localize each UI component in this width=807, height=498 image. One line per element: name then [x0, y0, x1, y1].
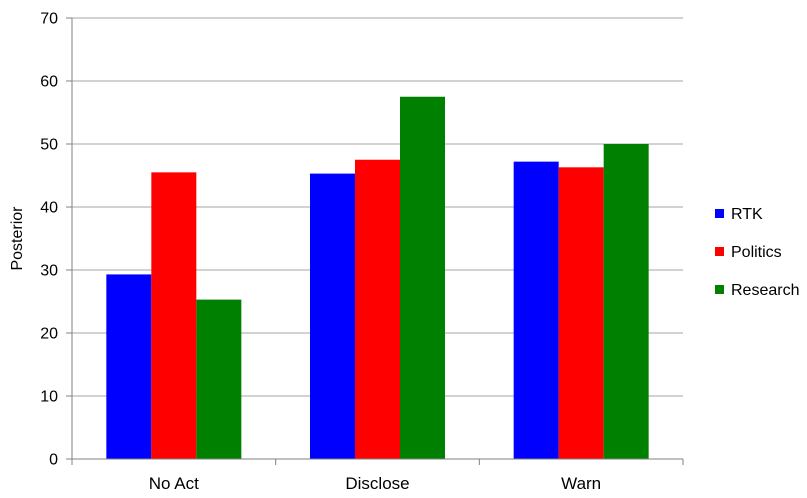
y-tick-label: 60: [40, 74, 58, 91]
y-tick-label: 20: [40, 326, 58, 343]
y-tick-label: 50: [40, 137, 58, 154]
bar-politics-no-act: [151, 172, 197, 459]
bar-research-no-act: [196, 299, 242, 459]
legend-label-research: Research: [731, 282, 799, 299]
legend-swatch-rtk: [715, 209, 724, 218]
x-category-label: Warn: [561, 474, 601, 493]
y-tick-label: 10: [40, 389, 58, 406]
axes: [66, 17, 684, 465]
legend: RTK Politics Research: [715, 206, 799, 299]
bar-research-disclose: [400, 96, 445, 459]
bar-rtk-warn: [513, 161, 559, 459]
y-tick-label: 0: [49, 452, 58, 469]
y-tick-label: 70: [40, 11, 58, 28]
legend-swatch-politics: [715, 247, 724, 256]
y-tick-labels: 0 10 20 30 40 50 60 70: [40, 11, 58, 469]
bar-rtk-no-act: [106, 274, 152, 459]
bar-research-warn: [603, 144, 649, 459]
bars: [106, 96, 649, 460]
legend-label-rtk: RTK: [731, 206, 763, 223]
bar-politics-warn: [558, 167, 604, 459]
y-axis-title: Posterior: [9, 206, 26, 271]
legend-swatch-research: [715, 285, 724, 294]
bar-rtk-disclose: [310, 173, 355, 460]
x-category-labels: No Act Disclose Warn: [149, 474, 601, 493]
bar-politics-disclose: [355, 159, 400, 459]
y-tick-label: 40: [40, 200, 58, 217]
x-category-label: Disclose: [345, 474, 409, 493]
y-tick-label: 30: [40, 263, 58, 280]
legend-label-politics: Politics: [731, 244, 782, 261]
x-category-label: No Act: [149, 474, 199, 493]
